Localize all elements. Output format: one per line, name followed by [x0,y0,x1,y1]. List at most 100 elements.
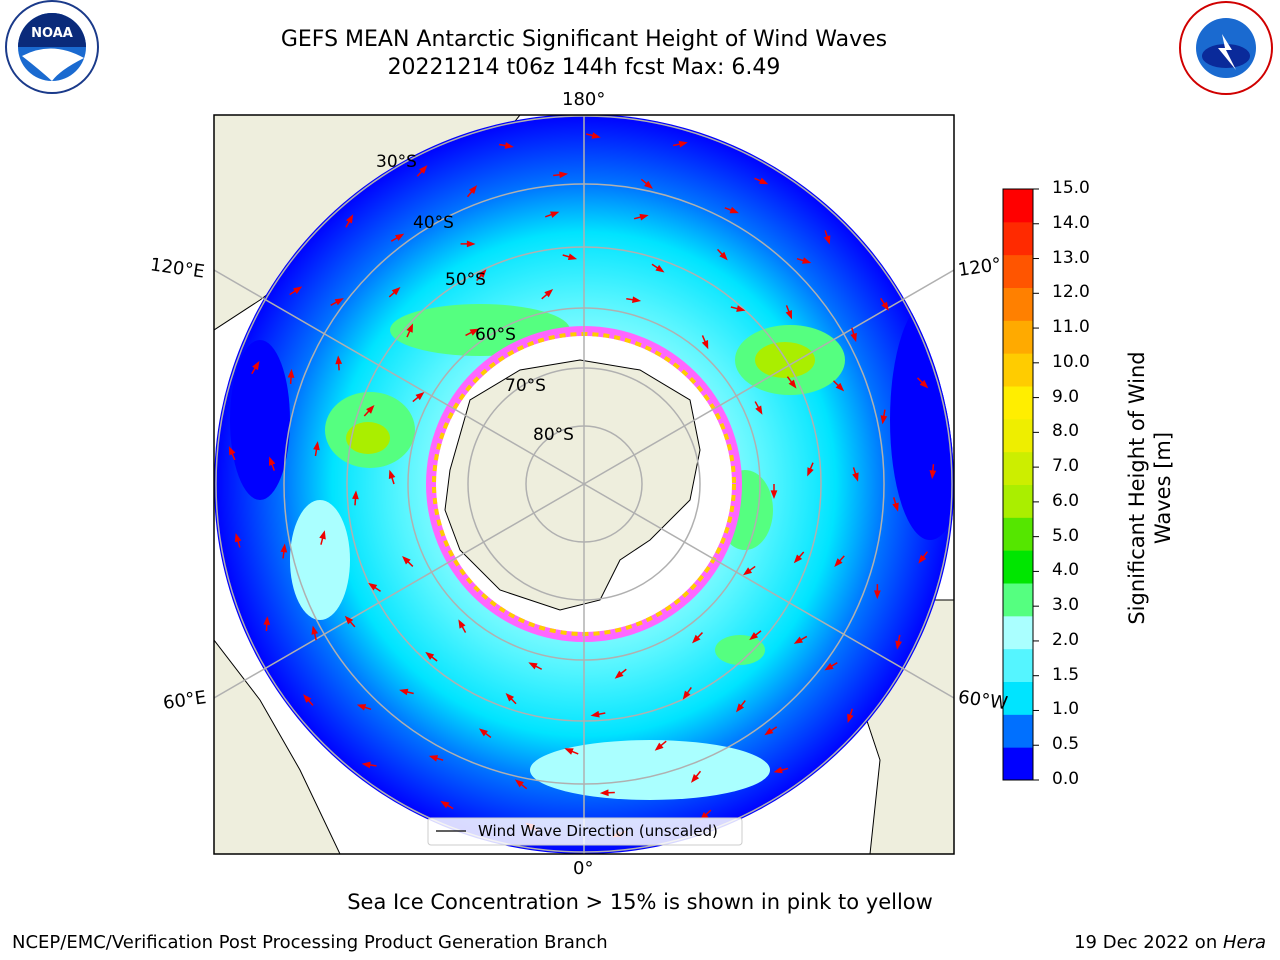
wave-direction-arrowhead [399,688,409,696]
wave-direction-arrowhead [807,467,814,477]
colorbar-swatch [1003,484,1033,518]
wave-direction-arrowhead [770,490,778,499]
lon-label-0: 0° [573,858,594,879]
wave-direction-arrowhead [759,177,769,185]
wave-direction-arrowhead [785,310,792,320]
colorbar-tick-label: 14.0 [1052,212,1090,233]
wave-direction-arrowhead [632,296,642,304]
colorbar-label-line2: Waves [m] [1151,431,1175,545]
wave-direction-arrowhead [514,779,524,788]
wave-direction-arrowhead [402,555,411,565]
colorbar-tick-label: 0.0 [1052,769,1080,789]
wave-direction-arrowhead [743,567,753,576]
wave-direction-arrowhead [268,456,276,466]
wave-direction-arrowhead [356,704,367,711]
wave-direction-arrowhead [505,692,515,702]
wave-direction-arrowhead [361,761,371,769]
colorbar-tick-label: 4.0 [1052,560,1080,581]
wind-wave-arrows [228,132,937,838]
colorbar-tick-label: 2.0 [1052,629,1080,650]
wave-direction-arrowhead [544,289,554,298]
wave-direction-arrowhead [425,651,435,660]
wave-direction-arrowhead [466,240,476,248]
wave-direction-arrowhead [252,360,260,371]
wave-direction-arrowhead [366,405,375,414]
wave-direction-arrowhead [567,253,578,260]
noaa-logo-text: NOAA [31,26,73,41]
colorbar-tick-label: 10.0 [1052,351,1090,372]
wave-direction-arrowhead [919,379,929,389]
wave-direction-arrowhead [293,286,303,294]
colorbar-swatch [1003,386,1033,420]
antarctica [444,359,701,611]
wave-direction-arrowhead [793,554,803,564]
wave-direction-arrowhead [344,615,354,625]
colorbar-swatch [1003,189,1033,223]
wave-direction-arrowhead [311,625,319,635]
wave-direction-arrowhead [564,748,574,755]
wave-direction-arrowhead [478,728,488,737]
wave-direction-arrowhead [395,233,405,241]
wave-direction-arrowhead [929,470,937,480]
wave-direction-arrowhead [793,636,804,644]
colorbar-tick-label: 9.0 [1052,386,1080,407]
colorbar-tick-label: 13.0 [1052,247,1090,268]
colorbar-swatch [1003,583,1033,617]
wave-direction-arrowhead [614,670,624,679]
wave-direction-arrowhead [335,355,343,365]
lat-label-40s: 40°S [413,213,454,233]
wave-direction-arrowhead [735,703,745,713]
chart-title: GEFS MEAN Antarctic Significant Height o… [280,27,888,52]
wave-direction-arrowhead [590,710,600,718]
wave-direction-arrowhead [352,490,359,500]
footer-right: 19 Dec 2022 on Hera [1074,932,1266,953]
wave-direction-arrowhead [749,632,759,641]
wave-direction-arrowhead [319,530,326,540]
colorbar-tick-label: 0.5 [1052,734,1080,755]
colorbar-swatch [1003,353,1033,387]
wave-direction-arrowhead [368,582,378,591]
colorbar-swatch [1003,254,1033,288]
colorbar-swatch [1003,320,1033,354]
wave-direction-arrowhead [504,142,514,149]
wave-direction-arrowhead [701,339,709,350]
colorbar-tick-label: 6.0 [1052,490,1080,511]
wave-direction-arrowhead [388,469,396,480]
footer-date: 19 Dec 2022 on [1074,932,1223,953]
colorbar-swatch [1003,418,1033,453]
colorbar-swatch [1003,221,1033,256]
colorbar-swatch [1003,714,1033,748]
wave-direction-arrowhead [678,140,688,148]
wave-direction-arrowhead [736,305,746,312]
wave-direction-arrowhead [406,323,414,333]
wave-direction-arrowhead [881,301,889,311]
footer-machine: Hera [1222,932,1266,953]
colorbar-swatch [1003,517,1033,551]
wave-direction-arrowhead [755,405,763,415]
wave-direction-arrowhead [550,211,560,218]
wave-direction-arrowhead [234,533,242,543]
legend-label: Wind Wave Direction (unscaled) [478,822,718,840]
wave-direction-arrowhead [428,755,439,762]
wave-direction-arrowhead [850,332,857,343]
lat-label-60s: 60°S [475,325,516,345]
colorbar-tick-label: 5.0 [1052,525,1080,546]
wave-direction-arrowhead [334,298,344,306]
colorbar-label: Significant Height of Wind Waves [m] [1124,348,1176,628]
wave-direction-arrowhead [313,441,320,451]
wave-direction-arrowhead [280,543,288,553]
lat-label-50s: 50°S [445,270,486,290]
wave-direction-arrowhead [847,713,854,724]
wave-direction-arrowhead [415,391,425,401]
wave-direction-arrowhead [773,766,783,774]
colorbar-frame [1002,188,1034,781]
colorbar-tick-label: 8.0 [1052,421,1080,442]
colorbar-swatch [1003,550,1033,584]
legend-box [427,817,743,846]
wave-direction-arrowhead [802,257,812,264]
wave-direction-arrowhead [834,558,843,567]
colorbar-swatch [1003,681,1033,715]
lat-label-30s: 30°S [376,152,417,172]
wave-direction-arrowhead [391,286,401,296]
wave-direction-arrowhead [287,368,295,378]
